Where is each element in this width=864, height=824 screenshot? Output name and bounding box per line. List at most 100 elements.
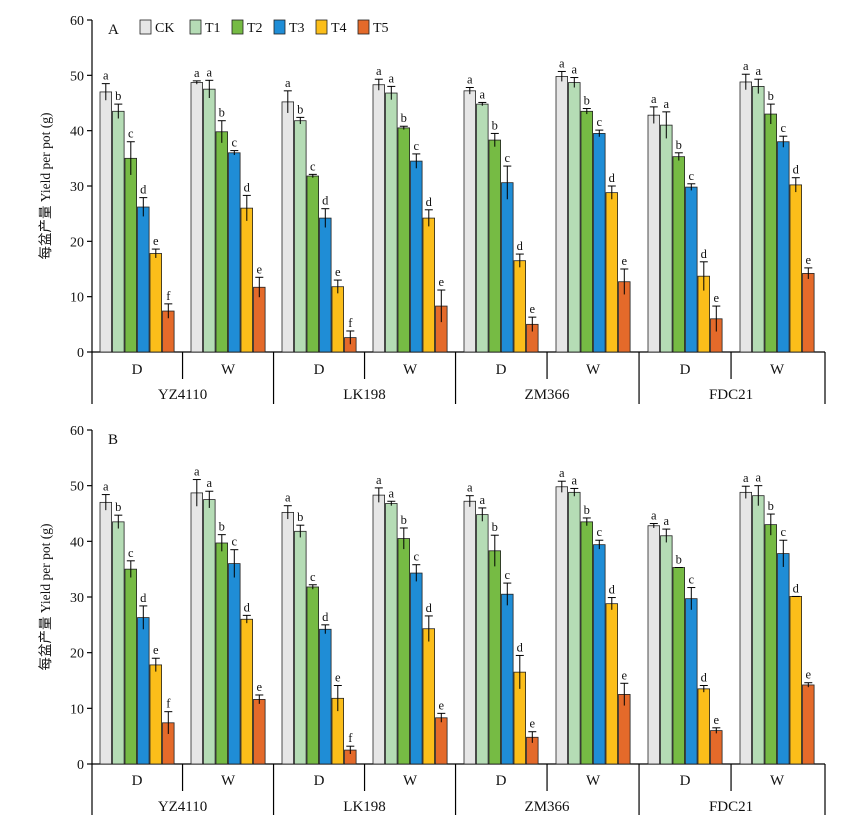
significance-letter: d [793,581,800,595]
condition-label: D [680,773,691,789]
bar-T1 [568,82,581,353]
legend-swatch-T3 [273,19,286,35]
significance-letter: a [194,465,200,479]
bar-T1 [752,86,765,353]
significance-letter: b [768,89,774,103]
significance-letter: c [310,570,316,584]
significance-letter: b [768,499,774,513]
bar-T1 [385,92,398,353]
bar-T4 [605,192,619,353]
y-tick-label: 60 [70,424,84,439]
significance-letter: e [806,253,812,267]
significance-letter: e [622,254,628,268]
significance-letter: a [559,466,565,480]
legend: CK T1 T2 T3 T4 T5 [139,19,389,36]
bar-T5 [710,730,723,765]
bar-T4 [422,628,436,765]
significance-letter: b [676,138,682,152]
condition-label: D [680,362,691,378]
bar-T1 [203,88,216,353]
bar-CK [190,492,204,765]
significance-letter: c [414,139,420,153]
significance-letter: e [257,680,263,694]
legend-label: T1 [205,21,221,36]
bar-T3 [593,544,606,765]
significance-letter: a [194,66,200,80]
legend-label: T3 [289,21,305,36]
legend-swatch-T5 [357,19,370,35]
variety-label: FDC21 [709,387,753,403]
bar-CK [281,511,295,765]
bar-T5 [802,684,815,765]
condition-label: D [496,362,507,378]
bar-T2 [306,586,320,765]
y-tick-label: 30 [70,591,84,606]
bar-group-YZ4110-D: ab c d e f [99,69,175,353]
significance-letter: d [701,671,708,685]
significance-letter: a [376,473,382,487]
bar-T3 [777,553,790,765]
bar-T3 [410,160,423,353]
bar-T2 [306,175,320,353]
significance-letter: f [166,697,171,711]
legend-swatch-T4 [315,19,328,35]
significance-letter: d [517,640,524,654]
bar-T3 [501,593,514,765]
bar-group-LK198-D: ab c d e f [281,76,357,353]
variety-label: LK198 [343,387,386,403]
bar-CK [99,91,113,353]
bar-T2 [488,139,502,353]
condition-label: W [770,362,785,378]
bar-T1 [294,120,307,353]
bar-T5 [253,699,266,765]
bar-T4 [331,286,345,353]
significance-letter: e [530,717,536,731]
bar-T1 [112,110,125,353]
significance-letter: a [376,64,382,78]
bar-T3 [137,617,150,765]
y-tick-label: 50 [70,480,84,495]
bar-CK [739,81,753,353]
bar-T1 [660,535,673,765]
legend-label: T4 [331,21,347,36]
significance-letter: c [597,525,603,539]
bar-T2 [672,567,686,765]
significance-letter: e [153,234,159,248]
significance-letter: e [806,668,812,682]
bar-CK [463,500,477,765]
significance-letter: b [115,500,121,514]
panel-label: B [108,432,118,448]
y-tick-label: 20 [70,235,84,250]
legend-label: CK [155,21,174,36]
bar-T3 [685,598,698,765]
significance-letter: e [439,275,445,289]
y-tick-label: 0 [77,346,84,361]
significance-letter: c [414,550,420,564]
bar-CK [463,90,477,353]
significance-letter: a [103,69,109,83]
bar-T4 [240,207,254,353]
bar-T2 [124,568,138,765]
significance-letter: a [651,509,657,523]
significance-letter: f [348,731,353,745]
significance-letter: a [572,473,578,487]
bar-T3 [137,206,150,353]
significance-letter: e [714,291,720,305]
legend-swatch-T1 [189,19,202,35]
significance-letter: b [492,520,498,534]
bar-T1 [294,530,307,765]
significance-letter: c [689,169,695,183]
significance-letter: e [153,643,159,657]
legend-swatch-CK [139,19,152,35]
bar-T2 [215,131,229,353]
significance-letter: e [530,302,536,316]
bar-T4 [605,603,619,765]
bar-T1 [476,514,489,765]
significance-letter: e [335,265,341,279]
